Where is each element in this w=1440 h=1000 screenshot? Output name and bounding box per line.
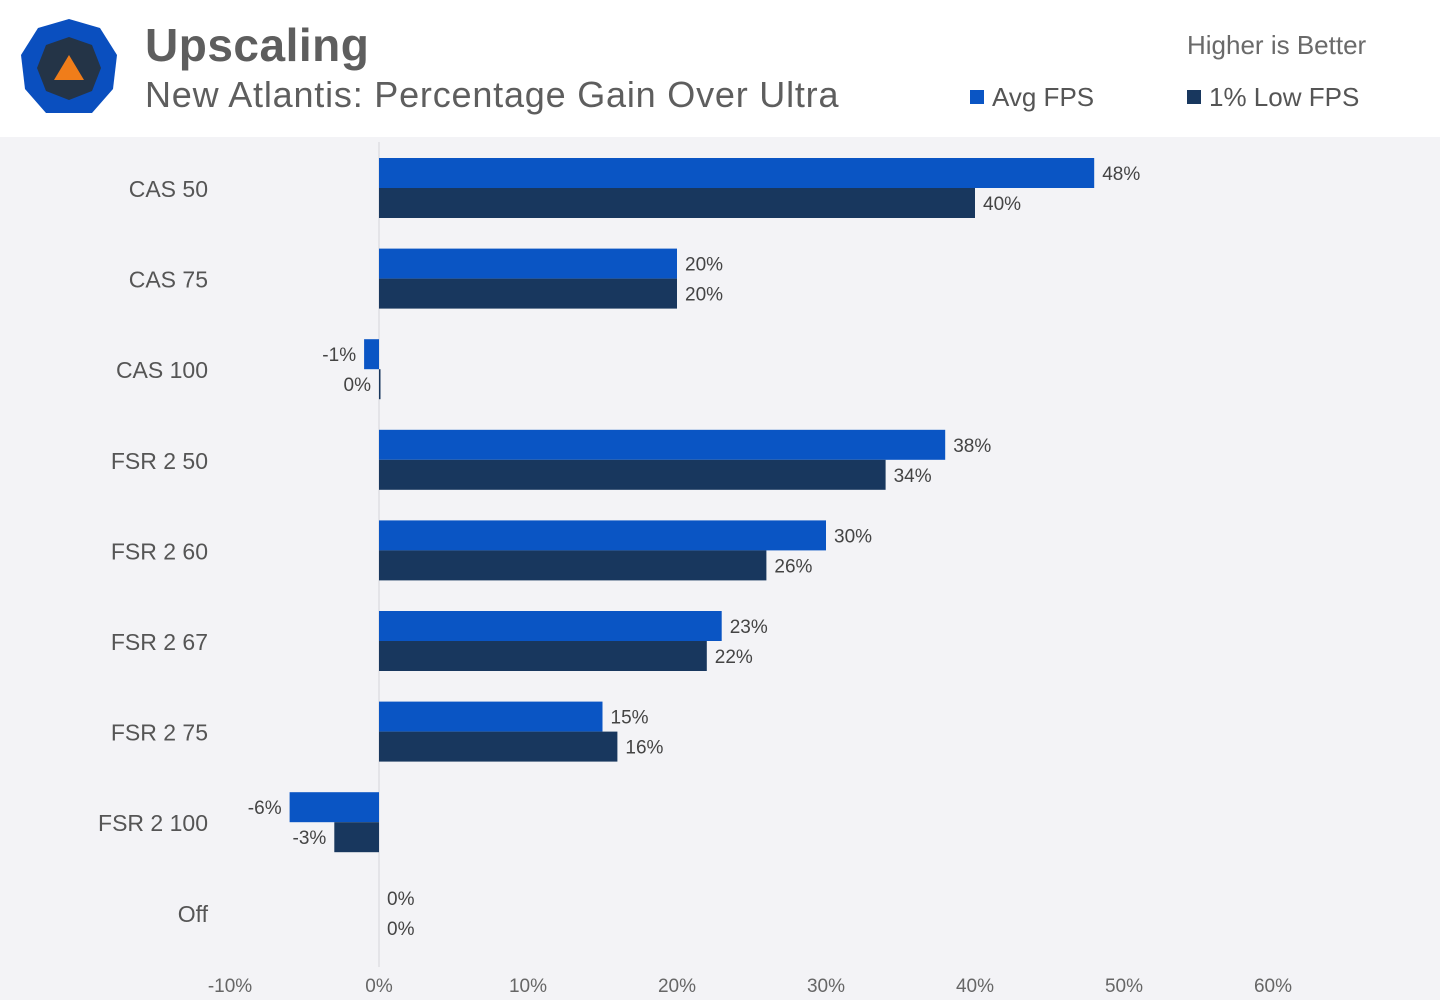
x-tick-label: 10%	[509, 976, 547, 997]
x-tick-label: 50%	[1105, 976, 1143, 997]
category-label: CAS 75	[129, 267, 208, 293]
category-label: FSR 2 100	[98, 810, 208, 836]
bar-value-label: 34%	[894, 466, 932, 487]
bar-1pct-low-fps	[379, 731, 618, 762]
category-label: Off	[178, 901, 209, 927]
legend-avg-fps: Avg FPS	[970, 82, 1094, 112]
bar-1pct-low-fps	[379, 459, 886, 490]
bar-value-label: 22%	[715, 647, 753, 668]
category-label: FSR 2 67	[111, 629, 208, 655]
chart-subtitle: New Atlantis: Percentage Gain Over Ultra	[145, 74, 840, 115]
bar-value-label: 0%	[387, 889, 415, 910]
legend-swatch-low	[1187, 90, 1201, 104]
bar-value-label: 38%	[953, 436, 991, 457]
x-tick-label: -10%	[208, 976, 252, 997]
bar-avg-fps	[379, 611, 722, 641]
bar-avg-fps	[364, 339, 379, 370]
bar-1pct-low-fps	[379, 550, 767, 581]
bar-1pct-low-fps	[379, 188, 975, 218]
bar-value-label: 40%	[983, 194, 1021, 215]
bar-value-label: 15%	[611, 708, 649, 729]
category-label: FSR 2 75	[111, 720, 208, 746]
bar-value-label: 0%	[344, 375, 372, 396]
bar-avg-fps	[379, 248, 677, 279]
bar-value-label: -1%	[322, 345, 356, 366]
category-label: FSR 2 60	[111, 538, 208, 564]
bar-avg-fps	[379, 429, 946, 460]
x-tick-label: 40%	[956, 976, 994, 997]
bar-value-label: 20%	[685, 255, 723, 276]
legend-1pct-low-fps: 1% Low FPS	[1187, 82, 1359, 112]
chart-header: Upscaling New Atlantis: Percentage Gain …	[0, 0, 1440, 137]
bar-avg-fps	[379, 158, 1095, 188]
x-tick-label: 20%	[658, 976, 696, 997]
bar-value-label: 26%	[774, 556, 812, 577]
bar-value-label: 23%	[730, 617, 768, 638]
category-label: CAS 50	[129, 176, 208, 202]
x-tick-label: 0%	[365, 976, 393, 997]
chart-title: Upscaling	[145, 19, 370, 71]
bar-value-label: 30%	[834, 526, 872, 547]
category-label: FSR 2 50	[111, 448, 208, 474]
bar-value-label: 20%	[685, 285, 723, 306]
legend-swatch-avg	[970, 90, 984, 104]
bar-value-label: -3%	[293, 828, 327, 849]
bar-1pct-low-fps	[334, 822, 379, 853]
bar-1pct-low-fps	[379, 278, 677, 309]
bar-value-label: 48%	[1102, 164, 1140, 185]
higher-is-better-note: Higher is Better	[1187, 30, 1367, 60]
bar-1pct-low-fps	[379, 369, 381, 400]
site-logo-icon	[21, 19, 117, 113]
bar-avg-fps	[379, 701, 603, 732]
bar-value-label: -6%	[248, 798, 282, 819]
bar-chart: CAS 50 48% 40% CAS 75 20% 20% CAS 100 -1% 0% FSR …	[98, 142, 1292, 997]
x-tick-label: 30%	[807, 976, 845, 997]
x-tick-label: 60%	[1254, 976, 1292, 997]
category-label: CAS 100	[116, 357, 208, 383]
bar-value-label: 0%	[387, 919, 415, 940]
legend-label-low: 1% Low FPS	[1209, 81, 1360, 112]
bar-1pct-low-fps	[379, 641, 707, 671]
legend-label-avg: Avg FPS	[992, 81, 1095, 112]
bar-value-label: 16%	[625, 738, 663, 759]
bar-avg-fps	[379, 520, 826, 551]
bar-avg-fps	[289, 792, 379, 823]
